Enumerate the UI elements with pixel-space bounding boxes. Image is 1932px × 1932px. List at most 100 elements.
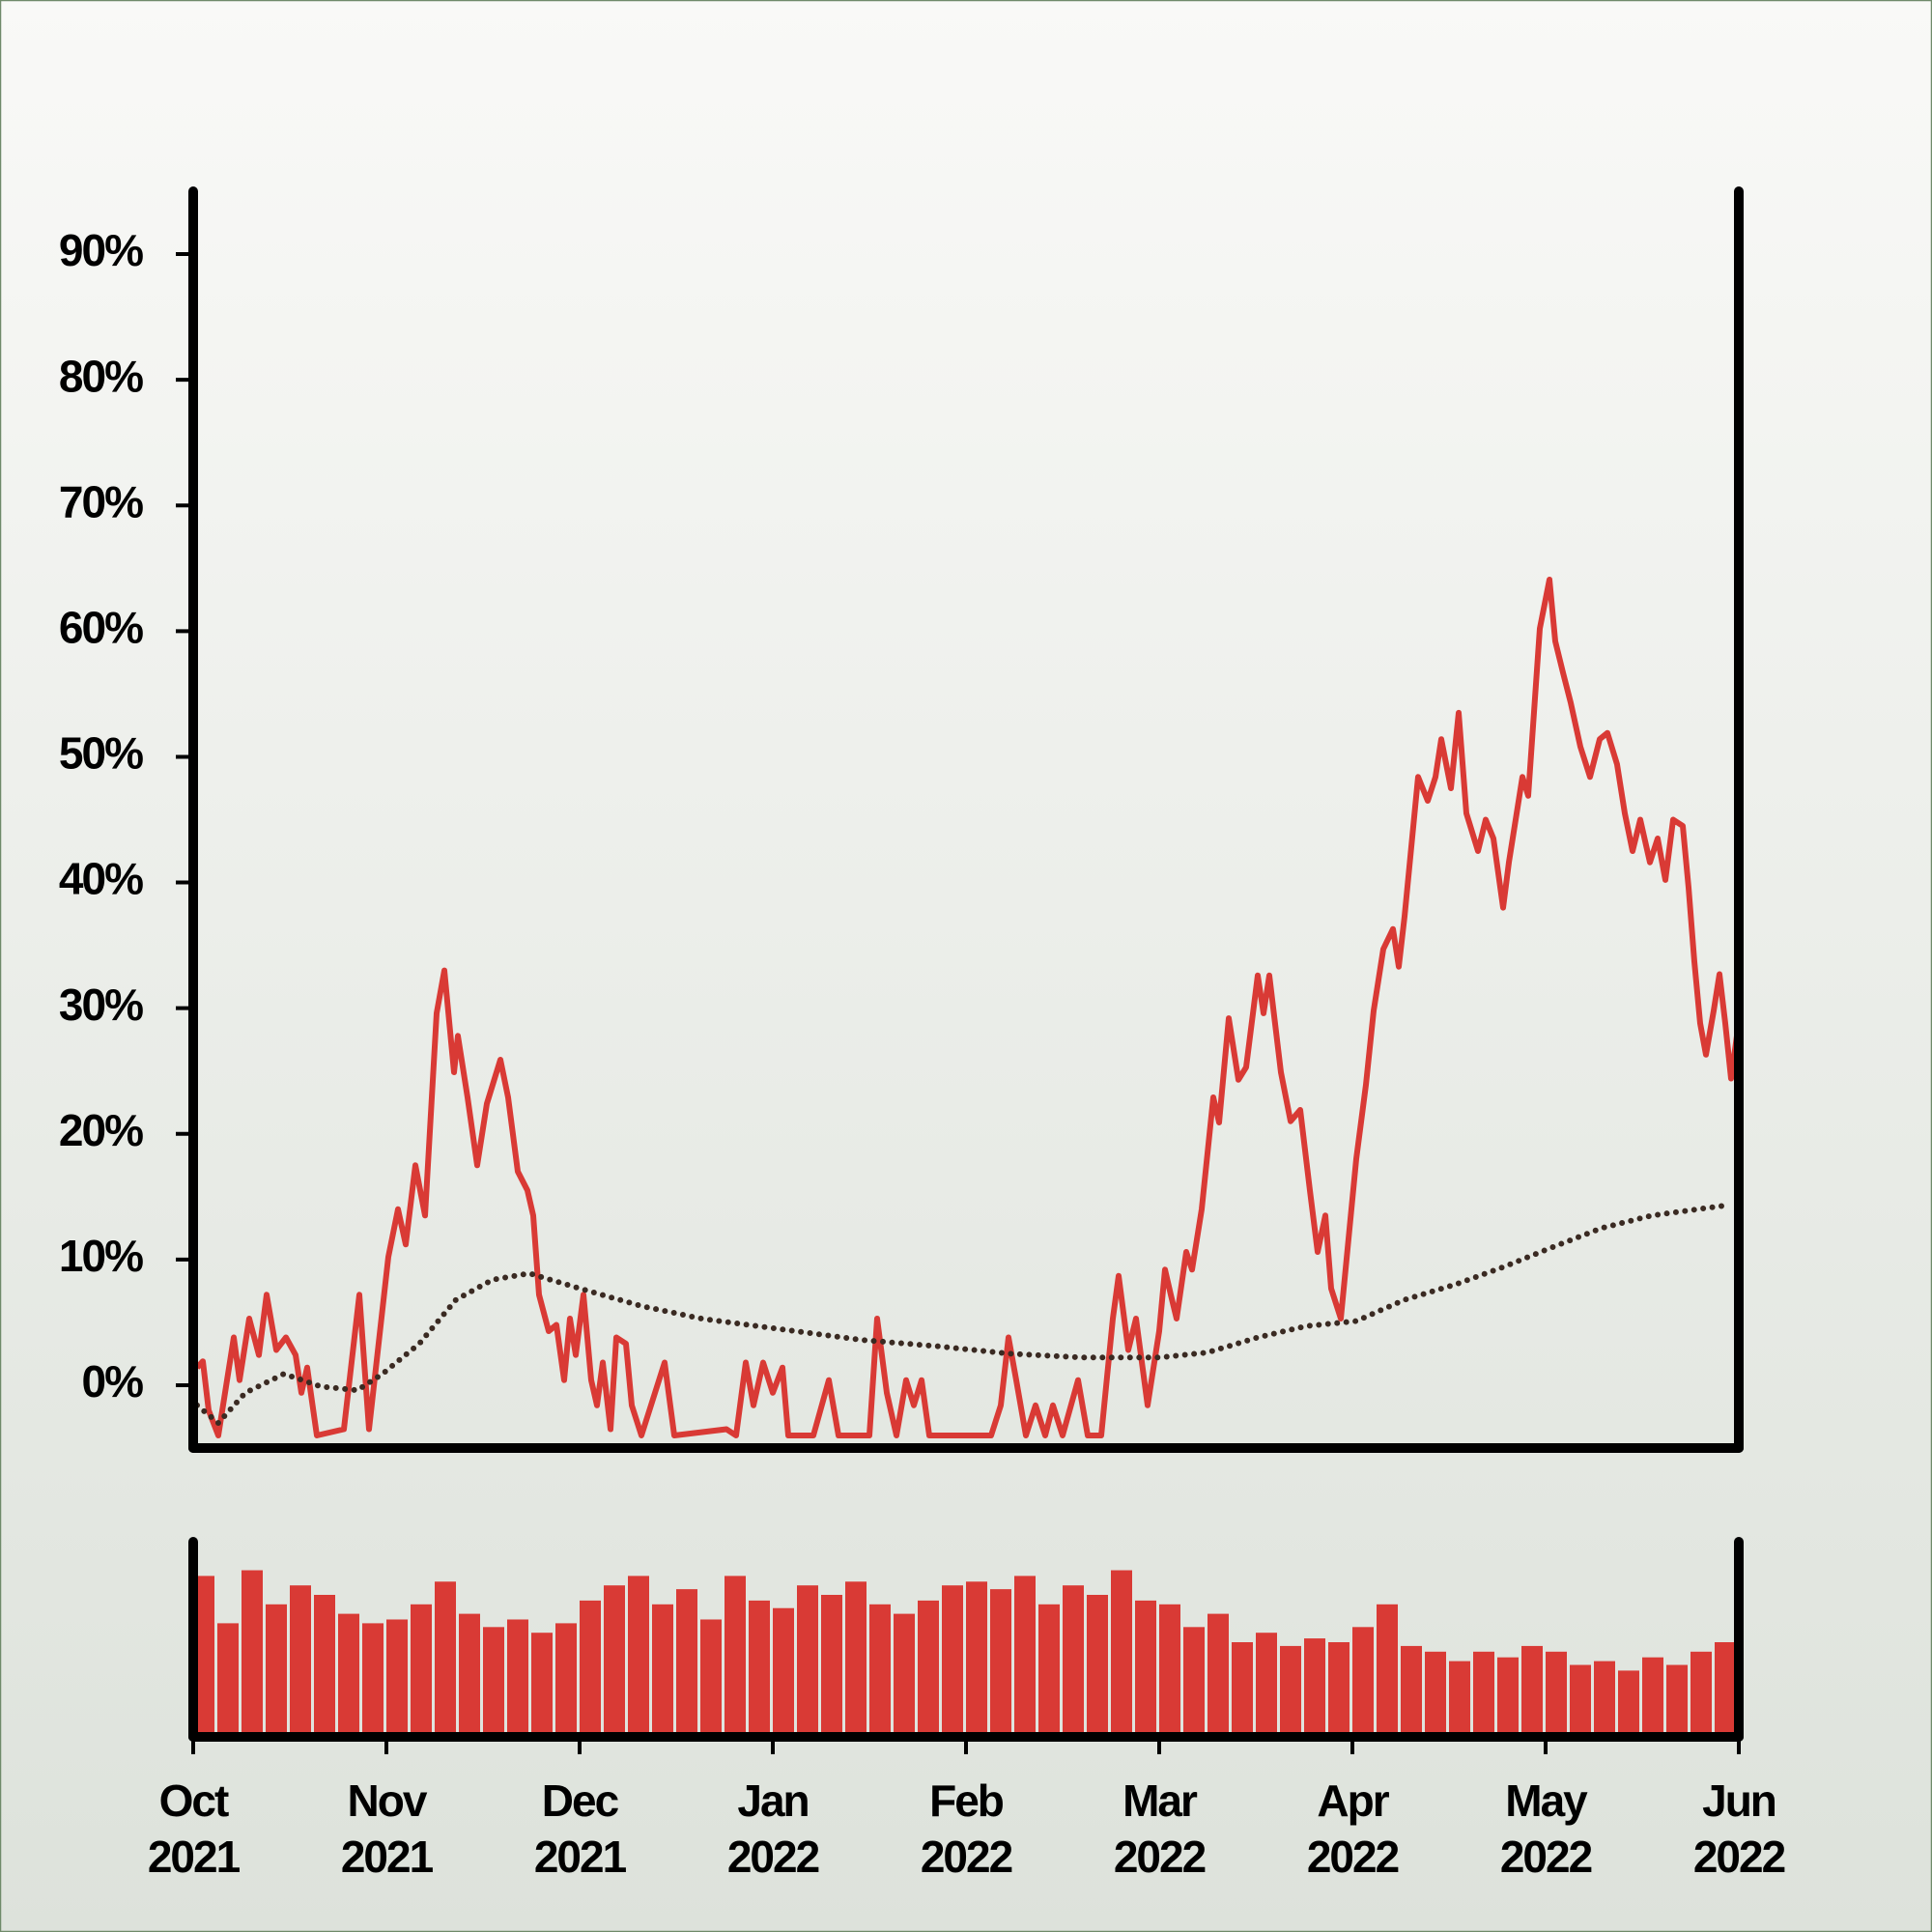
volume-bar (1280, 1645, 1301, 1737)
x-tick-label-line: 2022 (727, 1832, 819, 1882)
volume-bar (942, 1585, 963, 1737)
x-tick-label-line: 2022 (1693, 1832, 1785, 1882)
volume-bar (314, 1595, 335, 1737)
volume-bar (1618, 1670, 1639, 1737)
y-tick-label: 70% (59, 476, 143, 526)
volume-bar (1642, 1657, 1663, 1737)
x-tick-label-line: 2021 (341, 1832, 434, 1882)
y-tick-label: 20% (59, 1105, 143, 1155)
volume-bar (1449, 1661, 1470, 1737)
x-tick-label: Nov 2021 (341, 1776, 434, 1882)
x-tick-label-line: Mar (1122, 1776, 1198, 1826)
volume-bar (869, 1604, 891, 1737)
x-tick-label-line: 2021 (534, 1832, 627, 1882)
y-tick-label: 30% (59, 980, 143, 1030)
volume-bar (217, 1623, 239, 1737)
volume-bar (628, 1576, 649, 1737)
volume-bar (1715, 1642, 1736, 1737)
volume-bar (1425, 1651, 1446, 1737)
volume-bar (483, 1627, 504, 1737)
volume-bar (1377, 1604, 1398, 1737)
volume-bar (1401, 1645, 1422, 1737)
y-tick-label: 50% (59, 728, 143, 779)
volume-bar (507, 1619, 528, 1737)
volume-bar (1497, 1657, 1519, 1737)
y-tick-label: 60% (59, 603, 143, 653)
volume-bar (966, 1581, 987, 1737)
x-tick-label-line: May (1505, 1776, 1588, 1826)
volume-bar (749, 1600, 770, 1737)
volume-bar (1038, 1604, 1060, 1737)
volume-bar (338, 1613, 359, 1737)
x-tick-label: Oct 2021 (148, 1776, 241, 1882)
volume-bar (652, 1604, 673, 1737)
volume-bar (362, 1623, 384, 1737)
volume-bar (1063, 1585, 1084, 1737)
volume-bar (242, 1570, 263, 1737)
volume-bar (555, 1623, 577, 1737)
volume-bar (604, 1585, 625, 1737)
volume-bar (821, 1595, 842, 1737)
volume-bar (266, 1604, 287, 1737)
volume-bar (1594, 1661, 1615, 1737)
volume-bar (1521, 1645, 1543, 1737)
volume-bar (894, 1613, 915, 1737)
volume-bar (193, 1576, 214, 1737)
volume-bar (411, 1604, 432, 1737)
volume-bar (990, 1589, 1011, 1737)
volume-bar (531, 1633, 553, 1737)
x-tick-label-line: Jan (737, 1776, 808, 1826)
x-tick-label: Jun 2022 (1693, 1776, 1785, 1882)
x-tick-label-line: Feb (929, 1776, 1004, 1826)
volume-bar (1256, 1633, 1277, 1737)
volume-bar (1304, 1638, 1325, 1737)
volume-bar (1183, 1627, 1205, 1737)
x-tick-label-line: 2022 (921, 1832, 1012, 1882)
volume-bar (1232, 1642, 1253, 1737)
volume-bar (386, 1619, 408, 1737)
x-tick-label-line: Dec (542, 1776, 619, 1826)
volume-bar (1352, 1627, 1374, 1737)
plot-area: 0% 10% 20% 30% 40% 50% 60% 70% 80% 90% Oct 2021 Nov 2… (59, 186, 1787, 1882)
x-tick-label: Mar 2022 (1114, 1776, 1206, 1882)
volume-bar (435, 1581, 456, 1737)
volume-bar (918, 1600, 939, 1737)
volume-bar (1328, 1642, 1350, 1737)
price-line (194, 577, 1740, 1438)
x-tick-label-line: Nov (348, 1776, 428, 1826)
x-tick-label-line: Jun (1702, 1776, 1776, 1826)
volume-bar (1111, 1570, 1132, 1737)
volume-bar (580, 1600, 601, 1737)
y-tick-label: 40% (59, 854, 143, 904)
volume-bar (773, 1607, 794, 1737)
volume-bar (1159, 1604, 1180, 1737)
x-tick-label-line: Oct (159, 1776, 229, 1826)
volume-bar (700, 1619, 722, 1737)
y-tick-label: 80% (59, 351, 143, 401)
x-tick-label: Feb 2022 (921, 1776, 1012, 1882)
volume-bar (1473, 1651, 1494, 1737)
volume-bar (724, 1576, 746, 1737)
y-tick-label: 90% (59, 225, 143, 275)
volume-bar (459, 1613, 480, 1737)
x-tick-label: Jan 2022 (727, 1776, 819, 1882)
y-tick-label: 0% (82, 1356, 144, 1406)
volume-bar (1135, 1600, 1156, 1737)
x-tick-label: May 2022 (1500, 1776, 1592, 1882)
volume-bar (1546, 1651, 1567, 1737)
volume-bar (1570, 1664, 1591, 1737)
x-tick-label: Dec 2021 (534, 1776, 627, 1882)
y-tick-label: 10% (59, 1231, 143, 1281)
volume-bar (1087, 1595, 1108, 1737)
x-tick-label-line: 2022 (1114, 1832, 1206, 1882)
x-tick-label-line: 2021 (148, 1832, 241, 1882)
volume-bar (1666, 1664, 1688, 1737)
x-tick-label: Apr 2022 (1307, 1776, 1399, 1882)
x-tick-label-line: 2022 (1307, 1832, 1399, 1882)
volume-bar (290, 1585, 311, 1737)
volume-bar (797, 1585, 818, 1737)
volume-bar (1014, 1576, 1036, 1737)
volume-bar (676, 1589, 697, 1737)
